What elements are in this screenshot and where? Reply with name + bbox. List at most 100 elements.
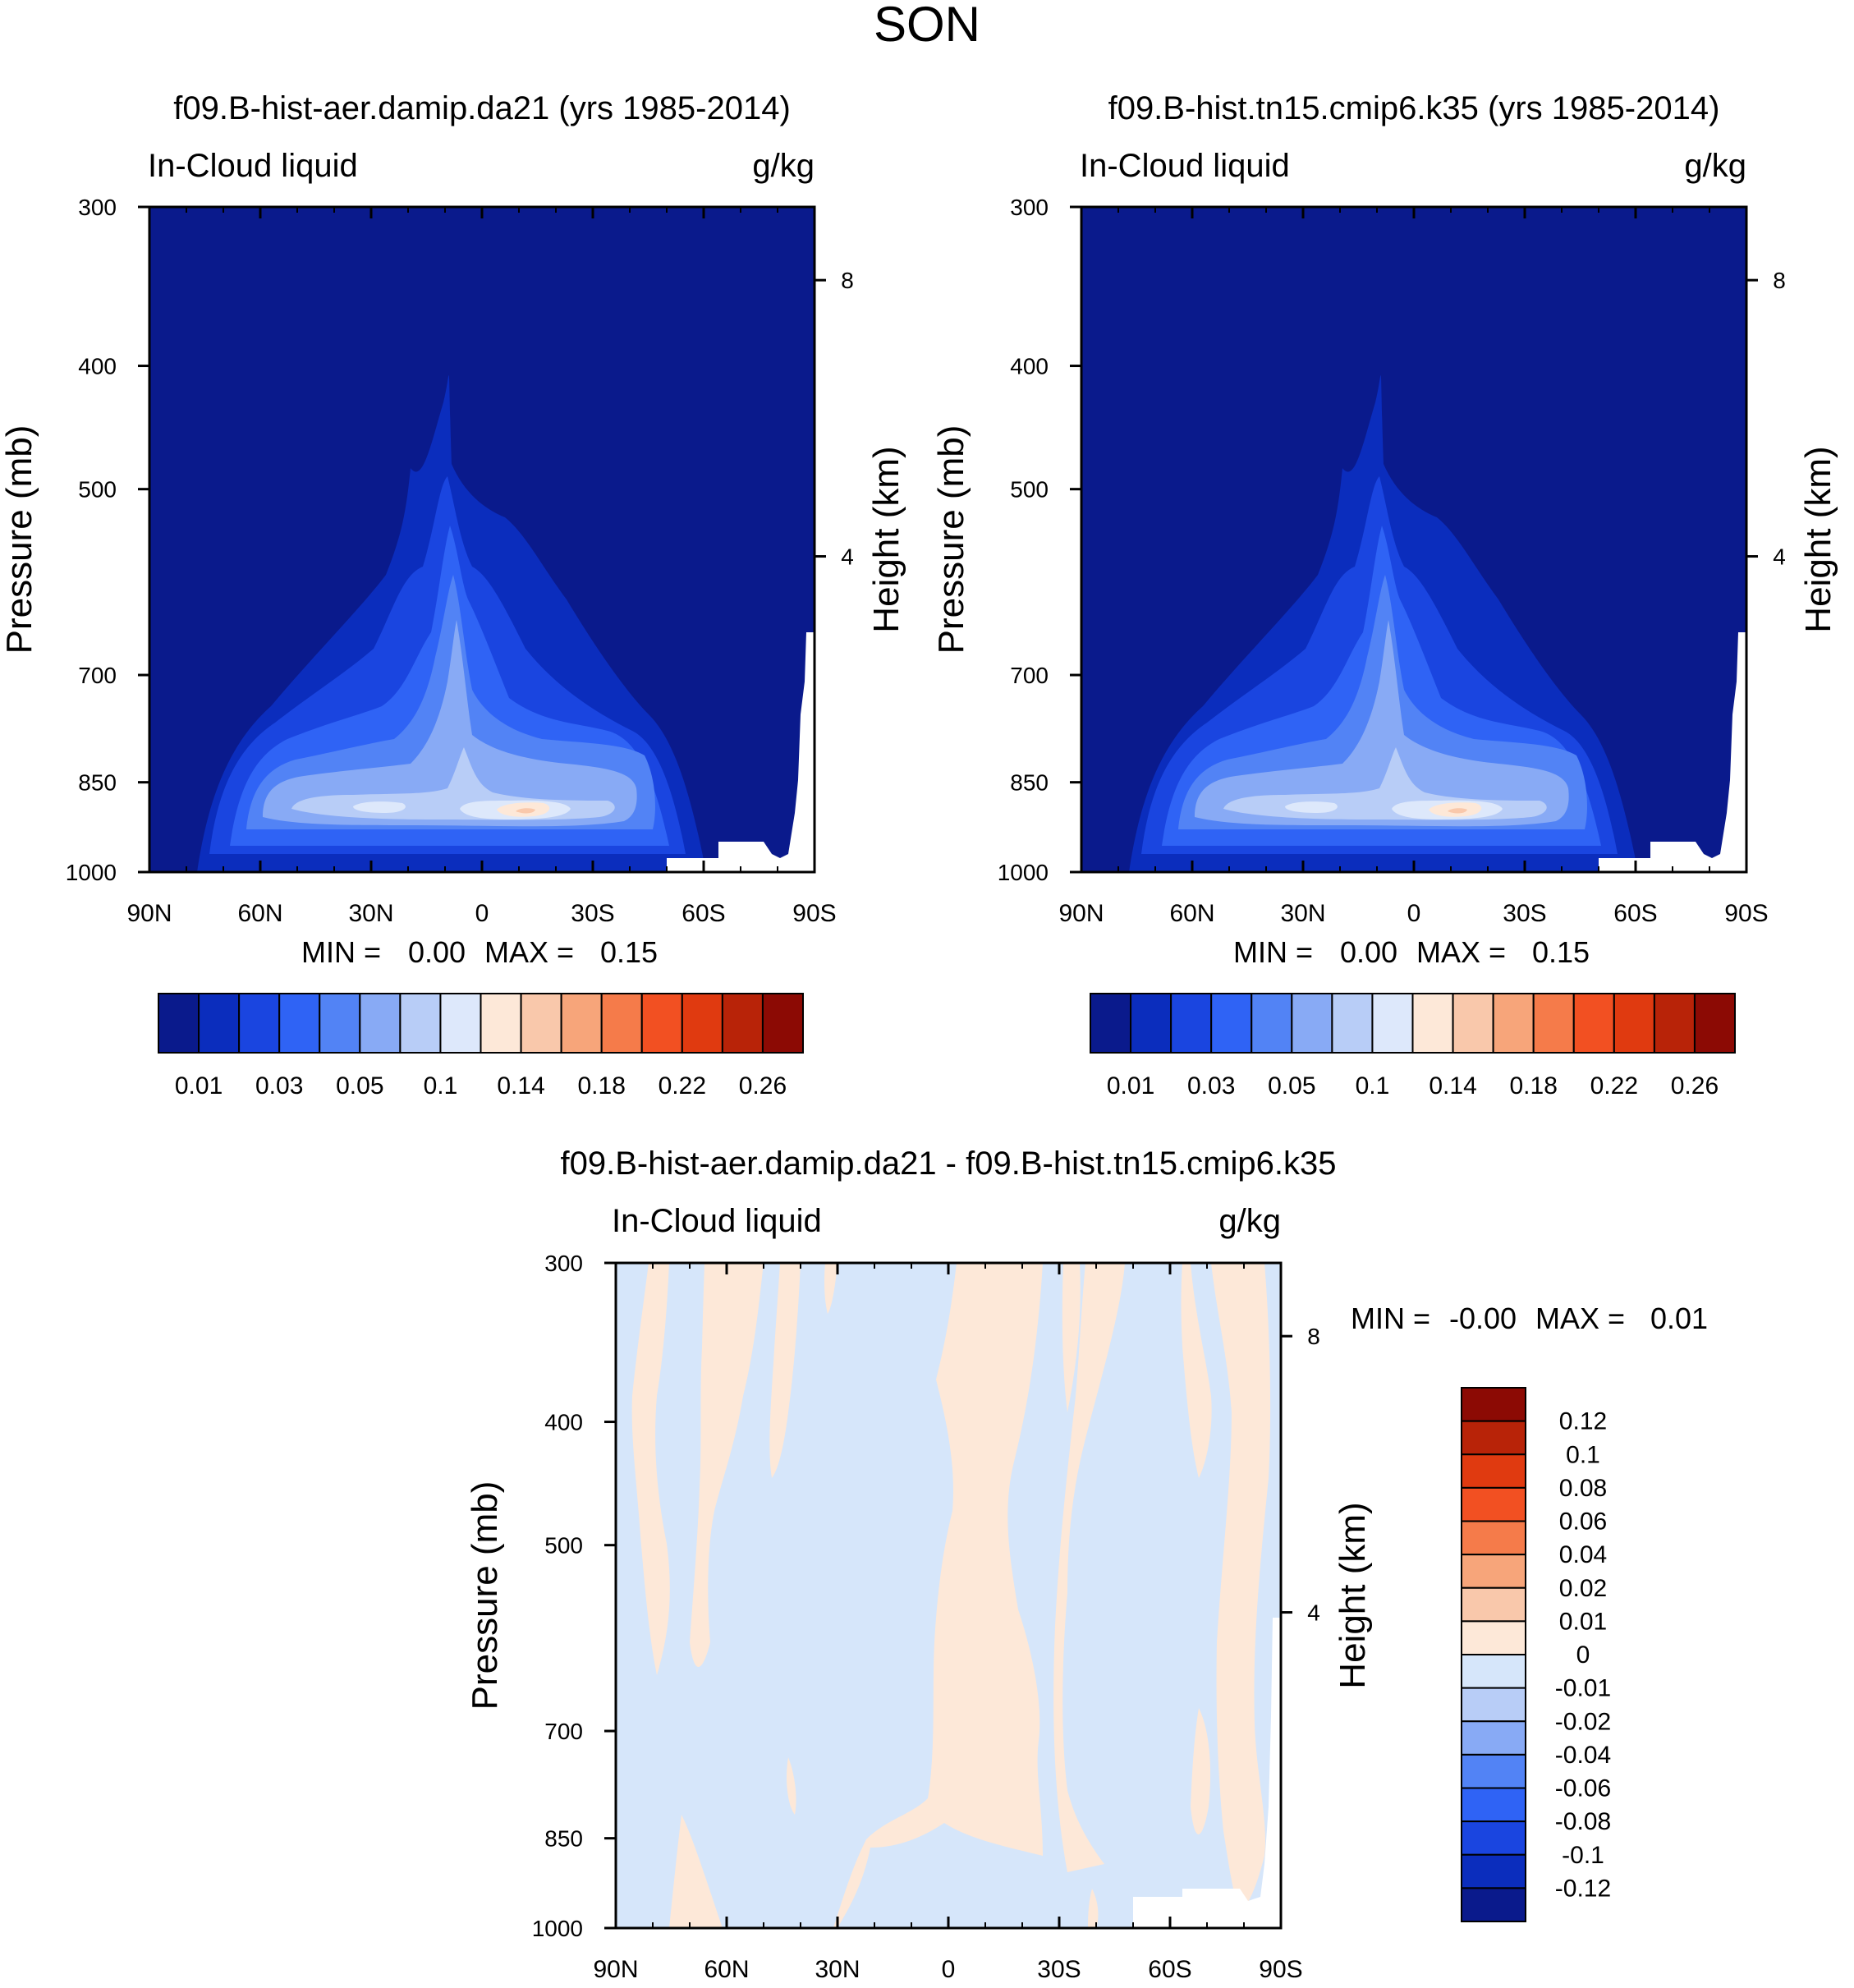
colorbar-label: 0.02 xyxy=(1559,1575,1607,1602)
colorbar-swatch xyxy=(1461,1520,1526,1556)
stats-min: 0.00 xyxy=(1340,935,1397,969)
missing-data xyxy=(667,632,815,872)
colorbar-label: -0.04 xyxy=(1555,1742,1611,1769)
contour-field xyxy=(616,1263,1281,1928)
colorbar-label: 0.01 xyxy=(1107,1072,1154,1100)
panel-control-case: f09.B-hist-aer.damip.da21 (yrs 1985-2014… xyxy=(0,90,906,969)
x-tick-label: 30N xyxy=(815,1956,860,1983)
colorbar-swatch xyxy=(480,993,522,1054)
stats-max: 0.15 xyxy=(1532,935,1590,969)
x-tick-label: 90N xyxy=(593,1956,638,1983)
colorbar-swatch xyxy=(721,993,764,1054)
stats-max-label: MAX = xyxy=(484,935,574,969)
stats-min: 0.00 xyxy=(408,935,466,969)
colorbar-swatch xyxy=(1090,993,1132,1054)
variable-label: In-Cloud liquid xyxy=(148,148,358,184)
colorbar-swatch xyxy=(1210,993,1253,1054)
y2-tick-label: 4 xyxy=(1307,1600,1320,1626)
colorbar-swatch xyxy=(1461,1654,1526,1689)
colorbar-swatch xyxy=(1461,1720,1526,1756)
colorbar-swatch xyxy=(158,993,200,1054)
y-tick-label: 500 xyxy=(544,1533,583,1559)
y2-tick-label: 8 xyxy=(1773,268,1786,293)
units-label: g/kg xyxy=(752,148,815,184)
y-tick-label: 1000 xyxy=(998,860,1049,885)
x-tick-label: 0 xyxy=(1407,900,1421,927)
axes-layer: 90N 60N 30N 0 30S 60S 90S300400500700850100084… xyxy=(66,195,1786,1983)
stats-max-label: MAX = xyxy=(1535,1302,1625,1335)
colorbar: 0.01 0.03 0.05 0.1 0.14 0.18 0.22 0.26 xyxy=(1090,993,1736,1100)
colorbar-swatch xyxy=(1461,1687,1526,1723)
y2-tick-label: 4 xyxy=(1773,544,1786,570)
colorbar-swatch xyxy=(1461,1887,1526,1922)
x-tick-label: 90S xyxy=(792,900,836,927)
colorbar-label: 0.26 xyxy=(739,1072,787,1100)
stats-max: 0.15 xyxy=(600,935,658,969)
colorbar-label: 0.08 xyxy=(1559,1475,1607,1502)
contour-band-positive xyxy=(833,1263,1043,1928)
x-tick-label: 0 xyxy=(475,900,489,927)
colorbar-label: 0.1 xyxy=(1356,1072,1390,1100)
contour-band-0.12 xyxy=(516,808,535,814)
x-tick-label: 30N xyxy=(348,900,393,927)
y-axis-label: Pressure (mb) xyxy=(0,425,39,654)
colorbar-swatch xyxy=(439,993,482,1054)
y-tick-label: 400 xyxy=(544,1410,583,1435)
colorbar-label: 0.03 xyxy=(1187,1072,1235,1100)
colorbar-swatch xyxy=(1461,1620,1526,1655)
variable-label: In-Cloud liquid xyxy=(612,1203,822,1239)
axes-panel-0: 90N 60N 30N 0 30S 60S 90S 300 400 500 700 850 1000 8 4 xyxy=(66,195,854,927)
colorbar-label: -0.12 xyxy=(1555,1875,1611,1902)
colorbar-swatch xyxy=(359,993,402,1054)
y-tick-label: 400 xyxy=(78,354,117,379)
colorbar-label: 0.03 xyxy=(255,1072,303,1100)
stats-max-label: MAX = xyxy=(1416,935,1506,969)
colorbar-swatch xyxy=(1461,1554,1526,1589)
colorbar-label: 0.14 xyxy=(1429,1072,1476,1100)
colorbar-swatch xyxy=(399,993,442,1054)
y-tick-label: 400 xyxy=(1010,354,1049,379)
y-axis-label: Pressure (mb) xyxy=(931,425,971,654)
contour-band-positive xyxy=(1211,1263,1271,1913)
colorbar-swatch xyxy=(1653,993,1696,1054)
colorbar-swatch xyxy=(238,993,281,1054)
colorbar-swatch xyxy=(1461,1586,1526,1623)
colorbar-label: -0.02 xyxy=(1555,1708,1611,1735)
stats-min-label: MIN = xyxy=(1233,935,1313,969)
y2-axis-label: Height (km) xyxy=(1333,1502,1373,1688)
colorbar-label: 0.05 xyxy=(336,1072,383,1100)
colorbar-swatch xyxy=(1461,1787,1526,1823)
colorbar-label: 0 xyxy=(1576,1641,1590,1669)
contour-field xyxy=(149,207,815,872)
panel-title: f09.B-hist.tn15.cmip6.k35 (yrs 1985-2014… xyxy=(1108,90,1720,126)
colorbar-swatch xyxy=(1461,1420,1526,1456)
contour-band-positive xyxy=(631,1263,670,1675)
colorbar-swatch xyxy=(1251,993,1293,1054)
x-tick-label: 60S xyxy=(1613,900,1657,927)
contour-band-0.06 xyxy=(263,620,637,827)
y2-tick-label: 8 xyxy=(1307,1324,1320,1349)
x-tick-label: 0 xyxy=(942,1956,956,1983)
colorbar-swatch xyxy=(198,993,241,1054)
colorbar-swatch xyxy=(1170,993,1213,1054)
colorbar-swatch xyxy=(1461,1453,1526,1489)
colorbar-swatch xyxy=(1461,1853,1526,1889)
colorbar-swatch xyxy=(1452,993,1494,1054)
x-tick-label: 90N xyxy=(126,900,172,927)
colorbar-swatch xyxy=(1291,993,1333,1054)
colorbar-swatch xyxy=(1461,1820,1526,1856)
colorbar-label: 0.1 xyxy=(1566,1441,1600,1468)
contour-band-positive xyxy=(1088,1889,1099,1928)
panel-title: f09.B-hist-aer.damip.da21 (yrs 1985-2014… xyxy=(173,90,791,126)
colorbar-swatch xyxy=(560,993,603,1054)
y-tick-label: 850 xyxy=(1010,770,1049,796)
colorbar-label: 0.1 xyxy=(424,1072,458,1100)
missing-data xyxy=(1599,632,1746,872)
colorbar-swatch xyxy=(1613,993,1655,1054)
colorbar-swatch xyxy=(1693,993,1736,1054)
colorbar-swatch xyxy=(1492,993,1535,1054)
contour-band-positive xyxy=(824,1263,838,1314)
y-tick-label: 700 xyxy=(1010,663,1049,688)
stats-min: -0.00 xyxy=(1449,1302,1517,1335)
colorbar-label: 0.18 xyxy=(1509,1072,1557,1100)
